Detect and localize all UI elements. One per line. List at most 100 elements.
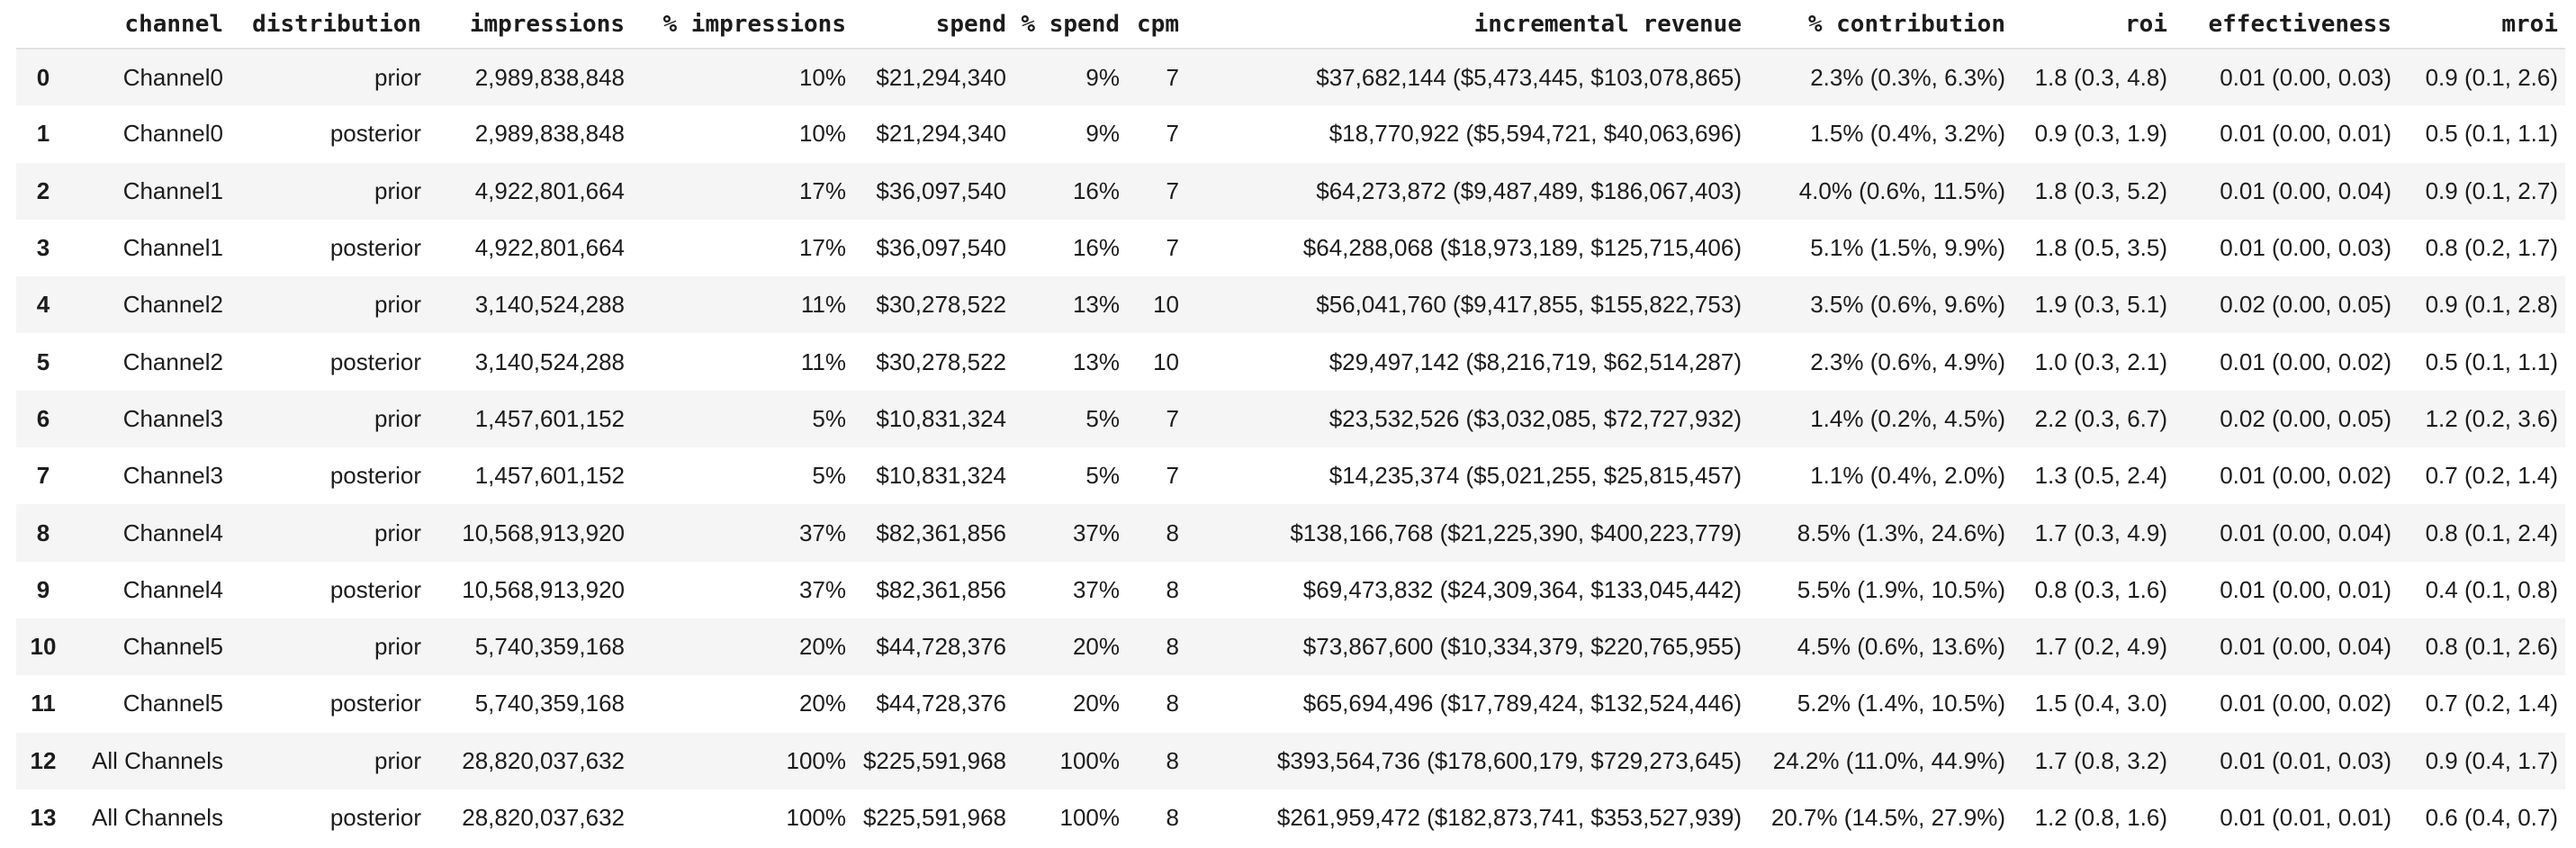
cell-channel: Channel1 — [122, 234, 223, 262]
cell-mroi: 0.5 (0.1, 1.1) — [2425, 347, 2558, 375]
cell-pct_spend: 9% — [1085, 120, 1120, 148]
cell-roi: 1.3 (0.5, 2.4) — [2034, 462, 2167, 490]
cell-effectiveness: 0.01 (0.00, 0.02) — [2220, 462, 2391, 490]
cell-impressions: 1,457,601,152 — [474, 404, 625, 432]
cell-pct_contribution: 20.7% (14.5%, 27.9%) — [1770, 804, 2005, 831]
cell-impressions: 2,989,838,848 — [474, 63, 625, 91]
table-row: 3 Channel1 posterior 4,922,801,664 17% $36,09… — [16, 220, 2565, 276]
cell-pct_contribution: 1.1% (0.4%, 2.0%) — [1810, 462, 2005, 490]
cell-roi: 1.8 (0.3, 5.2) — [2034, 176, 2167, 204]
cell-incremental_revenue: $14,235,374 ($5,021,255, $25,815,457) — [1329, 462, 1742, 490]
cell-channel: Channel4 — [122, 519, 223, 546]
cell-roi: 1.8 (0.3, 4.8) — [2034, 63, 2167, 91]
cell-spend: $10,831,324 — [876, 462, 1006, 490]
cell-pct_spend: 13% — [1072, 291, 1120, 319]
cell-impressions: 4,922,801,664 — [474, 176, 625, 204]
cell-pct_impressions: 37% — [798, 575, 846, 603]
cell-cpm: 8 — [1166, 633, 1179, 661]
table-row: 5 Channel2 posterior 3,140,524,288 11% $30,27… — [16, 333, 2565, 390]
cell-pct_spend: 9% — [1085, 63, 1120, 91]
cell-cpm: 8 — [1166, 519, 1179, 546]
cell-pct_spend: 37% — [1072, 575, 1120, 603]
cell-distribution: posterior — [329, 347, 421, 375]
cell-channel: Channel3 — [122, 404, 223, 432]
cell-mroi: 1.2 (0.2, 3.6) — [2425, 404, 2558, 432]
table-row: 4 Channel2 prior 3,140,524,288 11% $30,278,52… — [16, 276, 2565, 334]
cell-impressions: 3,140,524,288 — [474, 291, 625, 319]
cell-impressions: 5,740,359,168 — [474, 633, 625, 661]
cell-pct_impressions: 100% — [786, 746, 847, 774]
cell-spend: $21,294,340 — [876, 63, 1006, 91]
row-index: 12 — [30, 746, 57, 774]
table-row: 7 Channel3 posterior 1,457,601,152 5% $10,831… — [16, 447, 2565, 504]
cell-channel: All Channels — [92, 746, 223, 774]
cell-distribution: posterior — [329, 690, 421, 717]
cell-distribution: prior — [374, 746, 421, 774]
row-index: 3 — [36, 234, 50, 262]
cell-cpm: 8 — [1166, 804, 1179, 831]
table-row: 13 All Channels posterior 28,820,037,632 100… — [16, 789, 2565, 846]
cell-incremental_revenue: $138,166,768 ($21,225,390, $400,223,779) — [1290, 519, 1742, 546]
cell-cpm: 7 — [1166, 176, 1179, 204]
cell-mroi: 0.8 (0.2, 1.7) — [2425, 234, 2558, 262]
cell-mroi: 0.5 (0.1, 1.1) — [2425, 120, 2558, 148]
cell-roi: 0.8 (0.3, 1.6) — [2034, 575, 2167, 603]
table-row: 10 Channel5 prior 5,740,359,168 20% $44,728,3… — [16, 618, 2565, 676]
cell-cpm: 10 — [1153, 291, 1179, 319]
cell-roi: 1.9 (0.3, 5.1) — [2034, 291, 2167, 319]
cell-pct_impressions: 11% — [800, 347, 846, 375]
cell-spend: $21,294,340 — [876, 120, 1006, 148]
channel-summary-table: channel distribution impressions% impressi… — [16, 0, 2565, 846]
cell-incremental_revenue: $29,497,142 ($8,216,719, $62,514,287) — [1329, 347, 1742, 375]
table-row: 8 Channel4 prior 10,568,913,920 37% $82,361,8… — [16, 504, 2565, 562]
cell-pct_contribution: 2.3% (0.6%, 4.9%) — [1810, 347, 2005, 375]
cell-effectiveness: 0.01 (0.00, 0.03) — [2220, 234, 2391, 262]
cell-mroi: 0.8 (0.1, 2.4) — [2425, 519, 2558, 546]
cell-cpm: 7 — [1166, 120, 1179, 148]
cell-pct_contribution: 4.0% (0.6%, 11.5%) — [1798, 176, 2005, 204]
cell-pct_spend: 20% — [1072, 633, 1120, 661]
cell-pct_spend: 13% — [1072, 347, 1120, 375]
cell-effectiveness: 0.01 (0.00, 0.04) — [2220, 633, 2391, 661]
cell-pct_impressions: 10% — [798, 63, 846, 91]
cell-cpm: 7 — [1166, 63, 1179, 91]
cell-distribution: prior — [374, 404, 421, 432]
table-row: 9 Channel4 posterior 10,568,913,920 37% $82,3… — [16, 562, 2565, 618]
cell-impressions: 1,457,601,152 — [474, 462, 625, 490]
cell-distribution: prior — [374, 63, 421, 91]
cell-spend: $44,728,376 — [876, 690, 1006, 717]
row-index: 1 — [36, 120, 50, 148]
row-index: 0 — [36, 63, 50, 91]
cell-impressions: 28,820,037,632 — [462, 804, 625, 831]
column-header-mroi: mroi — [2399, 0, 2565, 50]
cell-spend: $82,361,856 — [876, 575, 1006, 603]
cell-impressions: 10,568,913,920 — [462, 519, 625, 546]
cell-impressions: 3,140,524,288 — [474, 347, 625, 375]
cell-roi: 1.7 (0.8, 3.2) — [2034, 746, 2167, 774]
cell-pct_spend: 100% — [1059, 804, 1121, 831]
cell-pct_impressions: 17% — [798, 176, 846, 204]
cell-impressions: 5,740,359,168 — [474, 690, 625, 717]
table-row: 0 Channel0 prior 2,989,838,848 10% $21,294,34… — [16, 49, 2565, 106]
cell-pct_impressions: 10% — [798, 120, 846, 148]
row-index: 7 — [36, 462, 50, 490]
cell-channel: Channel2 — [122, 291, 223, 319]
cell-impressions: 28,820,037,632 — [462, 746, 625, 774]
cell-channel: Channel5 — [122, 633, 223, 661]
cell-effectiveness: 0.01 (0.00, 0.02) — [2220, 690, 2391, 717]
cell-roi: 1.0 (0.3, 2.1) — [2034, 347, 2167, 375]
cell-incremental_revenue: $69,473,832 ($24,309,364, $133,045,442) — [1302, 575, 1742, 603]
table-header: channel distribution impressions% impressi… — [16, 0, 2565, 50]
cell-distribution: prior — [374, 291, 421, 319]
column-header-impressions: impressions — [428, 0, 632, 50]
cell-incremental_revenue: $65,694,496 ($17,789,424, $132,524,446) — [1302, 690, 1742, 717]
cell-spend: $36,097,540 — [876, 234, 1006, 262]
cell-spend: $82,361,856 — [876, 519, 1006, 546]
cell-channel: Channel1 — [122, 176, 223, 204]
cell-distribution: posterior — [329, 575, 421, 603]
cell-distribution: posterior — [329, 234, 421, 262]
cell-mroi: 0.9 (0.1, 2.8) — [2425, 291, 2558, 319]
column-header-effectiveness: effectiveness — [2175, 0, 2399, 50]
cell-pct_impressions: 5% — [812, 462, 846, 490]
cell-roi: 1.8 (0.5, 3.5) — [2034, 234, 2167, 262]
